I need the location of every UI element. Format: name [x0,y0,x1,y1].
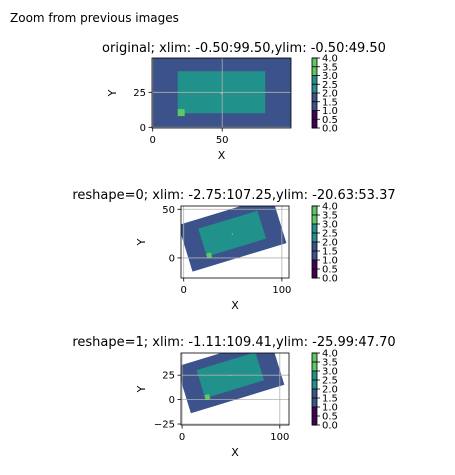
colorbar-tick-label: 3.0 [322,367,338,378]
colorbar-band [312,242,317,252]
colorbar-tick-label: 2.0 [322,89,338,100]
panel-2: reshape=0; xlim: -2.75:107.25,ylim: -20.… [72,188,395,312]
y-tick-label: 50 [162,205,175,216]
colorbar-band [312,371,317,381]
image-area [181,206,287,272]
region-center-dot [231,233,233,235]
colorbar-band [312,353,317,363]
colorbar-band [312,233,317,243]
region-square [204,393,211,401]
colorbar-band [312,407,317,417]
colorbar-band [312,398,317,408]
y-tick-label: 0 [169,253,175,264]
colorbar-band [312,269,317,279]
colorbar-tick-label: 0.0 [322,274,338,285]
colorbar-tick-label: 1.0 [322,403,338,414]
y-tick-label: 0 [169,395,175,406]
image-area [152,58,291,128]
y-tick-label: 25 [162,371,175,382]
colorbar-tick-label: 1.5 [322,247,338,258]
x-tick-label: 0 [181,285,187,296]
y-tick-label: 0 [140,123,146,134]
colorbar-band [312,224,317,234]
colorbar-band [312,389,317,399]
colorbar-tick-label: 4.0 [322,202,338,213]
y-tick-label: −25 [154,420,175,431]
panel-1: original; xlim: -0.50:99.50,ylim: -0.50:… [102,41,386,162]
colorbar-tick-label: 1.5 [322,97,338,108]
colorbar-band [312,260,317,270]
colorbar-band [312,251,317,261]
x-tick-label: 100 [272,285,291,296]
colorbar-band [312,58,317,68]
colorbar-tick-label: 3.5 [322,358,338,369]
colorbar-tick-label: 4.0 [322,54,338,65]
panel-title: original; xlim: -0.50:99.50,ylim: -0.50:… [102,41,386,56]
colorbar-tick-label: 2.5 [322,376,338,387]
colorbar-tick-label: 3.0 [322,71,338,82]
colorbar-tick-label: 4.0 [322,349,338,360]
colorbar-band [312,380,317,390]
colorbar-tick-label: 2.5 [322,80,338,91]
colorbar-tick-label: 2.0 [322,238,338,249]
y-axis-label: Y [135,385,148,393]
colorbar-band [312,101,317,111]
region-square [177,109,185,117]
colorbar-band [312,215,317,225]
panel-title: reshape=0; xlim: -2.75:107.25,ylim: -20.… [72,188,395,203]
colorbar-band [312,206,317,216]
colorbar-tick-label: 0.5 [322,265,338,276]
colorbar: 0.00.51.01.52.02.53.03.54.0 [311,349,338,432]
x-tick-label: 0 [179,432,185,443]
colorbar-tick-label: 3.0 [322,220,338,231]
region-rectangle [198,210,267,257]
colorbar-tick-label: 3.5 [322,62,338,73]
colorbar: 0.00.51.01.52.02.53.03.54.0 [311,202,338,285]
colorbar-band [312,416,317,426]
axes-frame [151,57,292,129]
x-tick-label: 100 [270,432,289,443]
panels: original; xlim: -0.50:99.50,ylim: -0.50:… [72,41,395,459]
colorbar-tick-label: 1.0 [322,106,338,117]
x-tick-label: 0 [150,135,156,146]
y-axis-label: Y [106,89,119,97]
colorbar-tick-label: 0.0 [322,421,338,432]
colorbar-band [312,93,317,103]
x-axis-label: X [231,299,239,312]
colorbar: 0.00.51.01.52.02.53.03.54.0 [311,54,338,135]
x-axis-label: X [231,446,239,459]
colorbar-tick-label: 2.5 [322,229,338,240]
figure-title: Zoom from previous images [10,11,179,25]
y-axis-label: Y [135,238,148,246]
panel-title: reshape=1; xlim: -1.11:109.41,ylim: -25.… [72,335,395,350]
colorbar-tick-label: 1.0 [322,256,338,267]
axes-frame [180,352,290,426]
colorbar-tick-label: 0.5 [322,412,338,423]
colorbar-tick-label: 0.0 [322,124,338,135]
region-square [206,252,213,259]
panel-3: reshape=1; xlim: -1.11:109.41,ylim: -25.… [72,335,395,459]
axes-frame [180,205,290,279]
y-tick-label: 25 [133,88,146,99]
colorbar-band [312,66,317,76]
x-tick-label: 50 [216,135,229,146]
x-axis-label: X [218,149,226,162]
colorbar-tick-label: 3.5 [322,211,338,222]
colorbar-band [312,84,317,94]
colorbar-band [312,75,317,85]
colorbar-band [312,119,317,129]
colorbar-band [312,362,317,372]
colorbar-tick-label: 0.5 [322,115,338,126]
colorbar-band [312,110,317,120]
colorbar-tick-label: 1.5 [322,394,338,405]
colorbar-tick-label: 2.0 [322,385,338,396]
